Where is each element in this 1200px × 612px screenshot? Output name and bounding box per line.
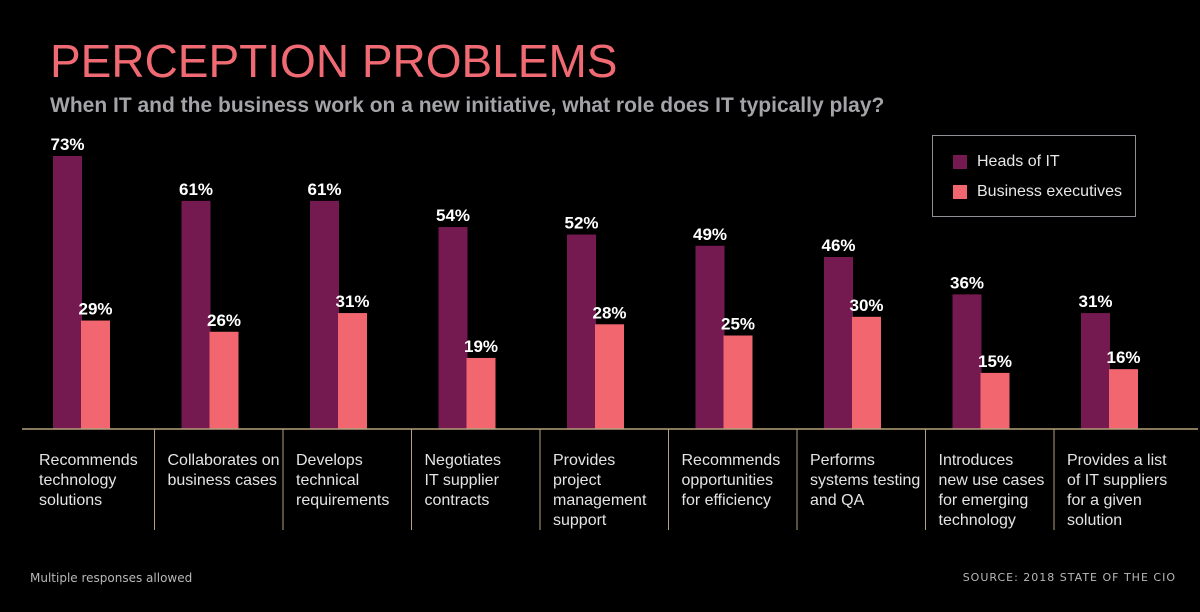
category-label-line: of IT suppliers	[1067, 472, 1167, 489]
bar-heads-of-it-2	[181, 200, 211, 429]
bar-business-executives-1	[81, 320, 110, 429]
category-label-line: requirements	[296, 492, 389, 509]
source-note: SOURCE: 2018 STATE OF THE CIO	[962, 571, 1176, 584]
bar-heads-of-it-9	[1081, 313, 1110, 429]
bar-business-executives-6	[723, 335, 753, 429]
bar-business-executives-3	[338, 313, 367, 429]
category-label-line: technical	[296, 472, 359, 489]
category-label-4: Negotiates IT supplier contracts	[425, 452, 502, 509]
data-label-business-executives-9: 16%	[1106, 348, 1140, 367]
category-label-3: Develops technical requirements	[296, 452, 389, 509]
category-label-2: Collaborates on business cases	[168, 452, 280, 489]
bar-heads-of-it-4	[438, 227, 468, 429]
data-label-heads-of-it-1: 73%	[50, 135, 84, 154]
data-label-business-executives-4: 19%	[464, 337, 498, 356]
category-label-line: Recommends	[682, 452, 781, 469]
category-label-1: Recommends technology solutions	[39, 452, 138, 509]
data-label-heads-of-it-9: 31%	[1078, 292, 1112, 311]
data-label-heads-of-it-6: 49%	[693, 225, 727, 244]
data-label-business-executives-5: 28%	[592, 303, 626, 322]
category-label-line: and QA	[810, 492, 865, 509]
bar-group: 73% 29% 61% 26% 61% 31% 54% 19% 52% 28% 49% 25% 46% 3…	[50, 135, 1141, 429]
x-axis: Recommends technology solutions Collaborate…	[22, 428, 1198, 530]
bar-heads-of-it-6	[695, 245, 725, 429]
category-label-line: Develops	[296, 452, 363, 469]
legend-swatch-business-executives	[953, 185, 967, 199]
bar-heads-of-it-7	[824, 256, 853, 429]
category-label-line: contracts	[425, 492, 490, 509]
category-label-line: for a given	[1067, 492, 1142, 509]
category-label-line: IT supplier	[425, 472, 500, 489]
category-label-8: Introduces new use cases for emerging techn…	[939, 452, 1045, 529]
footnote: Multiple responses allowed	[30, 571, 193, 585]
bar-business-executives-2	[209, 331, 239, 429]
data-label-business-executives-2: 26%	[207, 311, 241, 330]
category-label-line: technology	[939, 512, 1016, 529]
data-label-business-executives-7: 30%	[849, 296, 883, 315]
category-label-line: Collaborates on	[168, 452, 280, 469]
legend-item-heads-of-it: Heads of IT	[953, 153, 1060, 171]
category-label-line: Recommends	[39, 452, 138, 469]
data-label-business-executives-8: 15%	[978, 352, 1012, 371]
bar-heads-of-it-1	[53, 156, 82, 429]
category-label-line: for emerging	[939, 492, 1029, 509]
category-label-line: for efficiency	[682, 492, 772, 509]
legend-label-business-executives: Business executives	[977, 183, 1122, 200]
category-label-line: solutions	[39, 492, 102, 509]
category-label-line: opportunities	[682, 472, 774, 489]
category-label-line: technology	[39, 472, 116, 489]
category-label-line: Introduces	[939, 452, 1014, 469]
data-label-heads-of-it-3: 61%	[307, 180, 341, 199]
bar-business-executives-4	[466, 357, 496, 429]
legend: Heads of IT Business executives	[932, 135, 1136, 217]
bar-heads-of-it-3	[310, 200, 339, 429]
data-label-heads-of-it-2: 61%	[179, 180, 213, 199]
data-label-heads-of-it-7: 46%	[821, 236, 855, 255]
category-label-line: business cases	[168, 472, 277, 489]
category-label-6: Recommends opportunities for efficiency	[682, 452, 781, 509]
category-label-line: management	[553, 492, 647, 509]
chart-subtitle: When IT and the business work on a new i…	[50, 94, 885, 117]
data-label-heads-of-it-4: 54%	[436, 206, 470, 225]
category-label-line: project	[553, 472, 602, 489]
data-label-heads-of-it-8: 36%	[950, 273, 984, 292]
category-label-7: Performs systems testing and QA	[810, 452, 920, 509]
bar-heads-of-it-8	[952, 294, 982, 429]
category-label-line: new use cases	[939, 472, 1045, 489]
category-label-line: Performs	[810, 452, 875, 469]
chart-title: PERCEPTION PROBLEMS	[50, 35, 618, 87]
category-label-line: systems testing	[810, 472, 920, 489]
category-label-line: support	[553, 512, 607, 529]
legend-label-heads-of-it: Heads of IT	[977, 153, 1060, 170]
category-label-line: solution	[1067, 512, 1122, 529]
bar-business-executives-8	[980, 372, 1010, 429]
legend-swatch-heads-of-it	[953, 155, 967, 169]
category-label-line: Provides a list	[1067, 452, 1167, 469]
legend-item-business-executives: Business executives	[953, 183, 1122, 201]
category-label-5: Provides project management support	[553, 452, 647, 529]
data-label-business-executives-3: 31%	[335, 292, 369, 311]
data-label-business-executives-6: 25%	[721, 315, 755, 334]
category-label-line: Negotiates	[425, 452, 502, 469]
bar-business-executives-5	[595, 324, 624, 429]
bar-business-executives-9	[1109, 369, 1138, 429]
bar-business-executives-7	[852, 316, 881, 429]
category-label-line: Provides	[553, 452, 615, 469]
category-label-9: Provides a list of IT suppliers for a give…	[1067, 452, 1167, 529]
data-label-heads-of-it-5: 52%	[564, 214, 598, 233]
data-label-business-executives-1: 29%	[78, 300, 112, 319]
bar-heads-of-it-5	[567, 234, 596, 429]
